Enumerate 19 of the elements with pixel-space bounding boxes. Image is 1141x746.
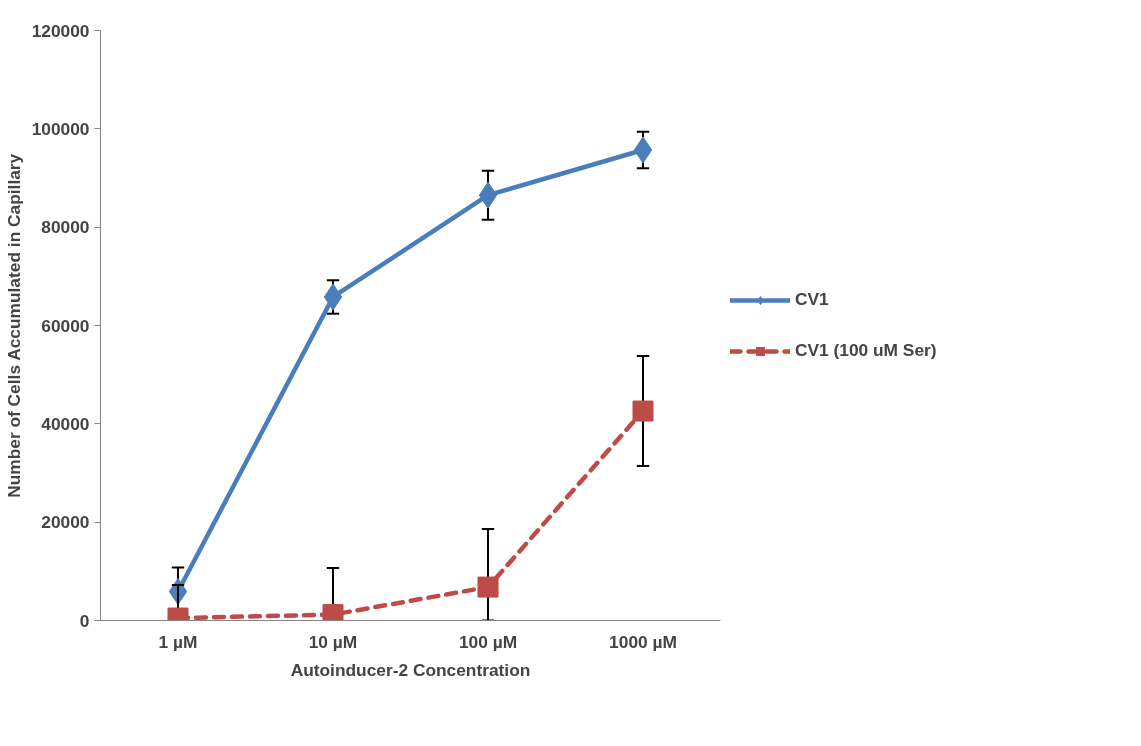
legend-label: CV1 (100 uM Ser) <box>795 340 937 361</box>
x-tick-label: 1 µM <box>158 631 198 652</box>
point <box>632 400 654 422</box>
x-axis-title: Autoinducer-2 Concentration <box>290 659 531 680</box>
y-tick-label: 80000 <box>41 217 90 238</box>
y-tick-label: 0 <box>79 610 90 631</box>
y-tick-label: 60000 <box>41 315 90 336</box>
y-axis-title: Number of Cells Accumulated in Capillary <box>3 153 24 498</box>
point <box>478 181 498 209</box>
x-tick-label: 1000 µM <box>609 631 677 652</box>
y-tick-label: 20000 <box>41 512 90 533</box>
x-tick-label: 100 µM <box>458 631 518 652</box>
y-tick-label: 120000 <box>31 20 90 41</box>
legend-label: CV1 <box>795 289 829 310</box>
point <box>633 136 653 164</box>
point <box>477 576 499 598</box>
y-tick-label: 40000 <box>41 413 90 434</box>
x-tick-label: 10 µM <box>308 631 358 652</box>
y-tick-label: 100000 <box>31 118 90 139</box>
